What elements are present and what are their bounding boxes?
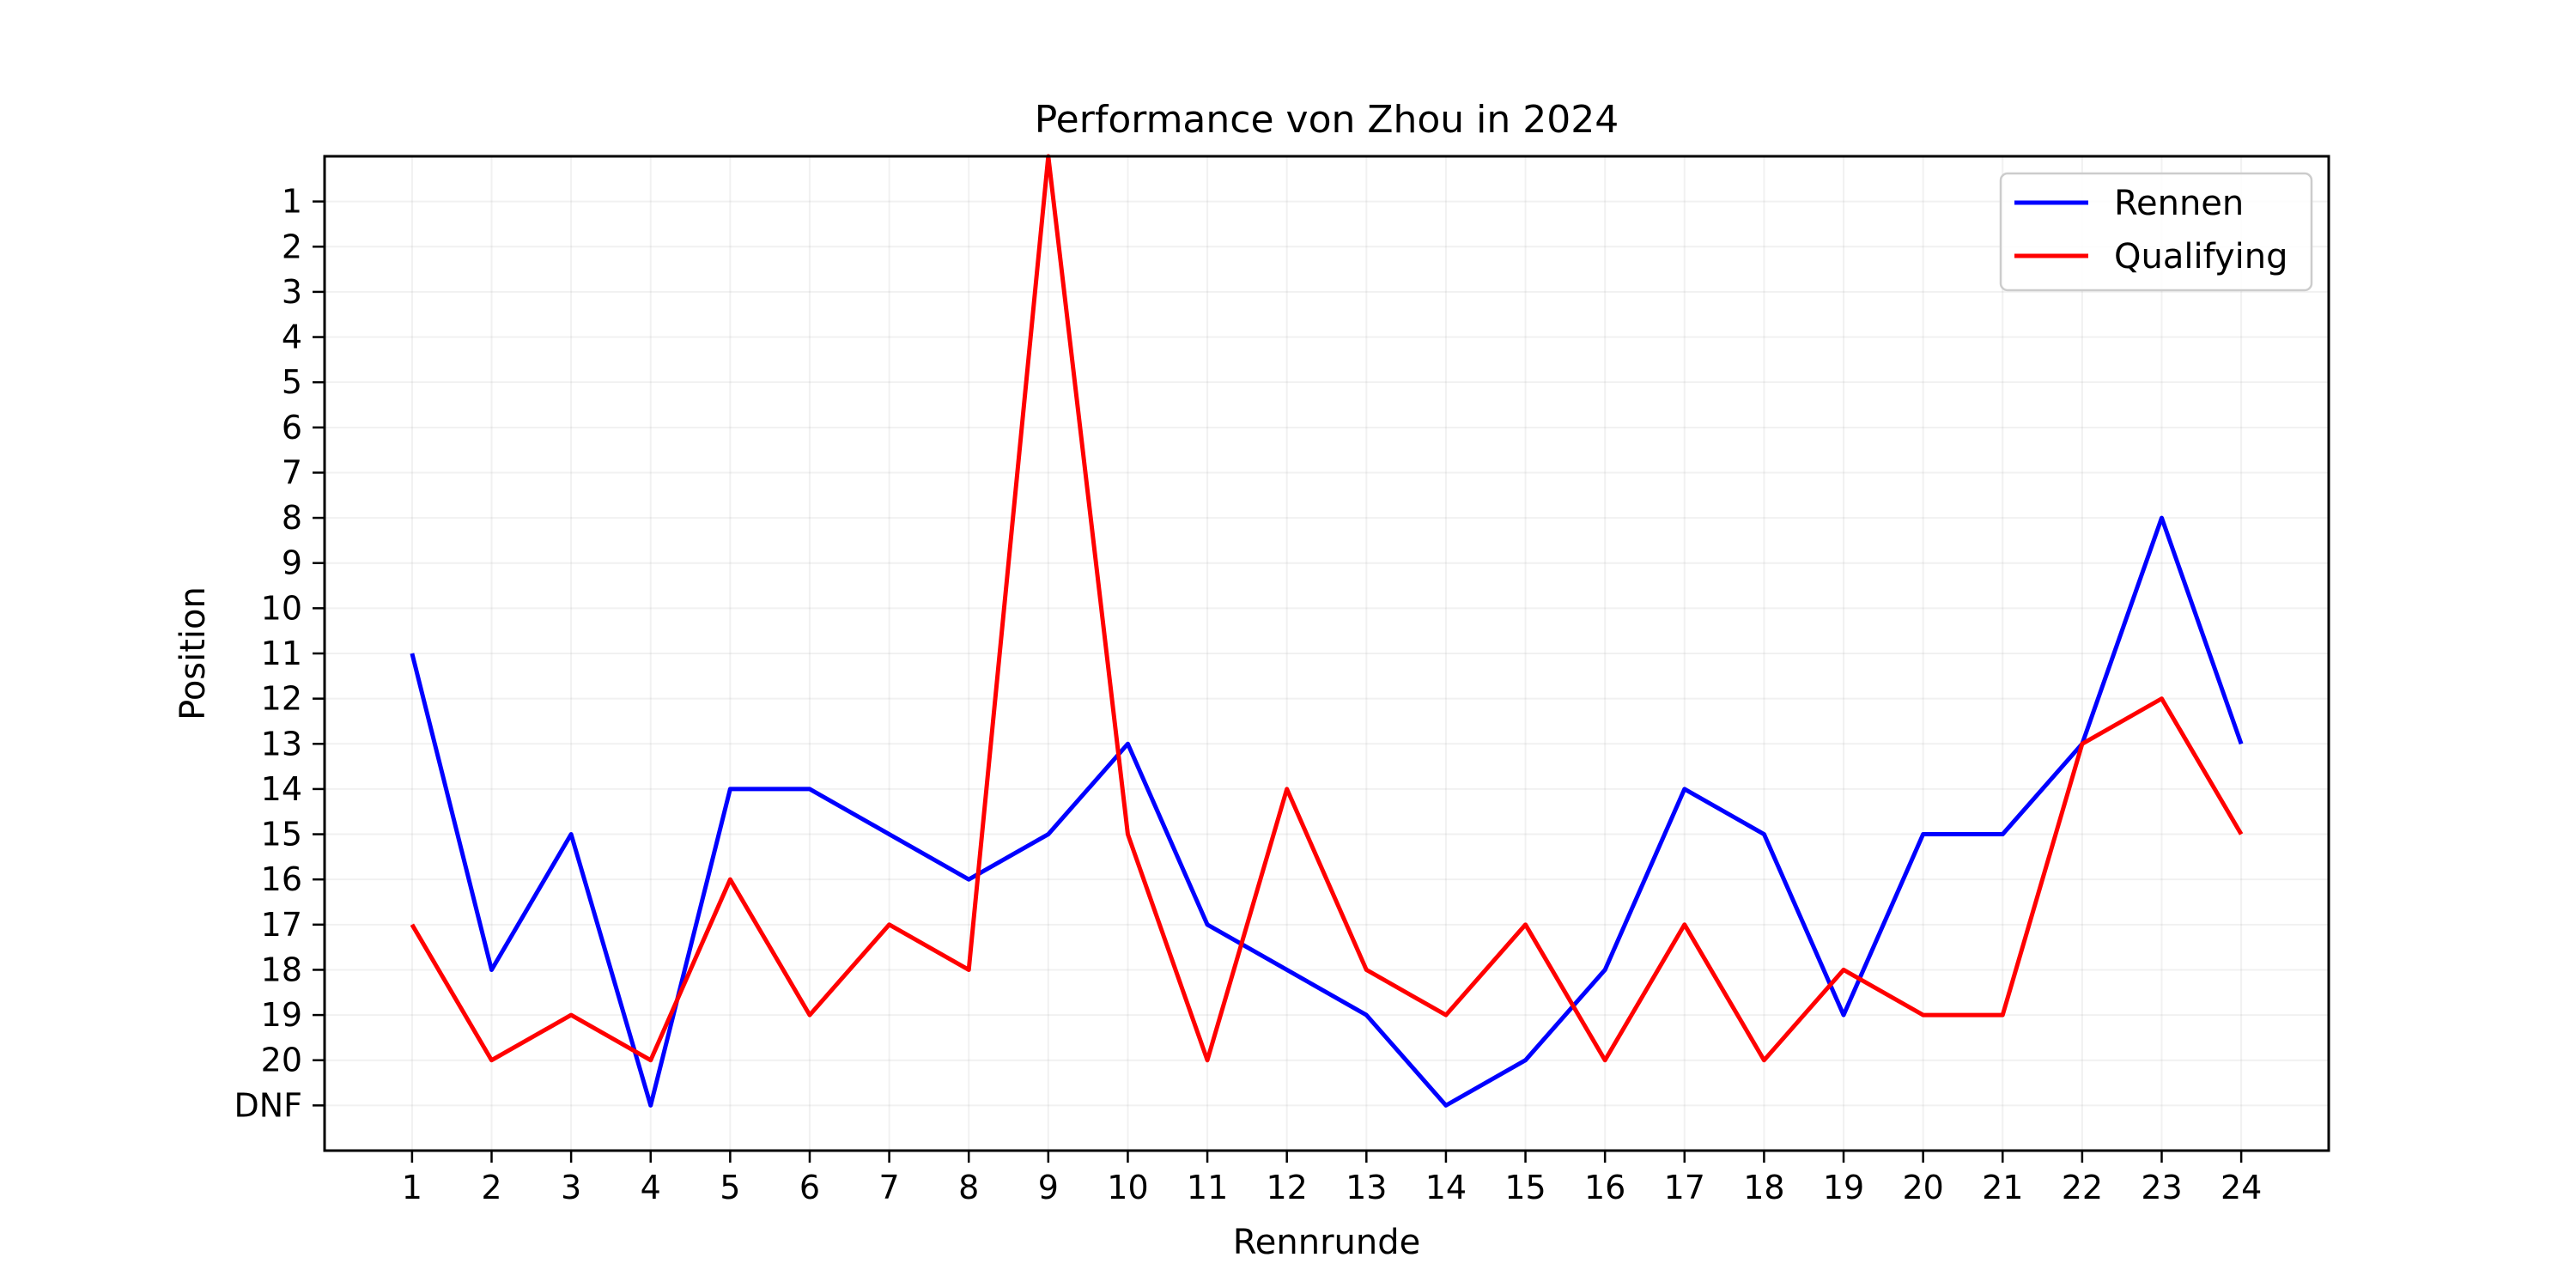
x-tick-label: 4 — [641, 1169, 661, 1206]
x-tick-label: 9 — [1038, 1169, 1059, 1206]
x-tick-label: 22 — [2062, 1169, 2103, 1206]
legend: Rennen Qualifying — [1999, 172, 2313, 292]
y-tick-label: 12 — [261, 680, 302, 718]
x-tick-label: 19 — [1823, 1169, 1864, 1206]
y-tick-label: 20 — [261, 1042, 302, 1079]
x-tick-label: 3 — [561, 1169, 581, 1206]
x-tick-label: 13 — [1346, 1169, 1387, 1206]
y-tick-label: 14 — [261, 770, 302, 808]
x-tick-label: 23 — [2141, 1169, 2182, 1206]
legend-label-rennen: Rennen — [2114, 184, 2244, 223]
x-tick-label: 17 — [1664, 1169, 1705, 1206]
chart-title: Performance von Zhou in 2024 — [1035, 98, 1619, 142]
y-tick-label: 11 — [261, 635, 302, 672]
y-tick-label: 3 — [282, 273, 302, 311]
x-axis-ticks: 1 2 3 4 5 6 7 8 9 10 11 12 13 14 15 16 17 18 19 20 21 22 23 24 — [402, 1151, 2262, 1206]
x-tick-label: 14 — [1425, 1169, 1467, 1206]
x-tick-label: 8 — [958, 1169, 979, 1206]
x-tick-label: 1 — [402, 1169, 422, 1206]
series-line-rennen — [410, 515, 2244, 1108]
x-tick-label: 7 — [879, 1169, 900, 1206]
x-tick-label: 21 — [1982, 1169, 2023, 1206]
x-tick-label: 24 — [2221, 1169, 2262, 1206]
y-tick-label: 15 — [261, 816, 302, 854]
y-tick-label: 1 — [282, 183, 302, 221]
y-tick-label: 9 — [282, 544, 302, 582]
legend-label-qualifying: Qualifying — [2114, 237, 2287, 276]
x-tick-label: 5 — [720, 1169, 740, 1206]
x-tick-label: 6 — [799, 1169, 820, 1206]
x-tick-label: 2 — [481, 1169, 501, 1206]
y-tick-label: 13 — [261, 725, 302, 762]
y-tick-label: 5 — [282, 363, 302, 401]
x-tick-label: 16 — [1584, 1169, 1625, 1206]
series-line-qualifying — [410, 154, 2244, 1063]
x-tick-label: 10 — [1107, 1169, 1148, 1206]
x-axis-label: Rennrunde — [1233, 1223, 1420, 1262]
grid-layer — [325, 156, 2329, 1151]
series-layer — [410, 154, 2244, 1108]
y-axis-label: Position — [173, 586, 213, 720]
x-tick-label: 18 — [1743, 1169, 1784, 1206]
y-tick-label: 6 — [282, 409, 302, 447]
x-tick-label: 12 — [1267, 1169, 1308, 1206]
y-tick-label: 2 — [282, 228, 302, 265]
x-tick-label: 15 — [1504, 1169, 1546, 1206]
y-tick-label: 10 — [261, 589, 302, 627]
y-tick-label: DNF — [234, 1086, 302, 1124]
y-tick-label: 7 — [282, 453, 302, 491]
y-tick-label: 19 — [261, 996, 302, 1034]
y-tick-label: 4 — [282, 319, 302, 356]
x-tick-label: 11 — [1187, 1169, 1228, 1206]
y-tick-label: 18 — [261, 951, 302, 988]
y-tick-label: 16 — [261, 860, 302, 898]
y-tick-label: 8 — [282, 499, 302, 537]
x-tick-label: 20 — [1902, 1169, 1943, 1206]
y-tick-label: 17 — [261, 906, 302, 944]
